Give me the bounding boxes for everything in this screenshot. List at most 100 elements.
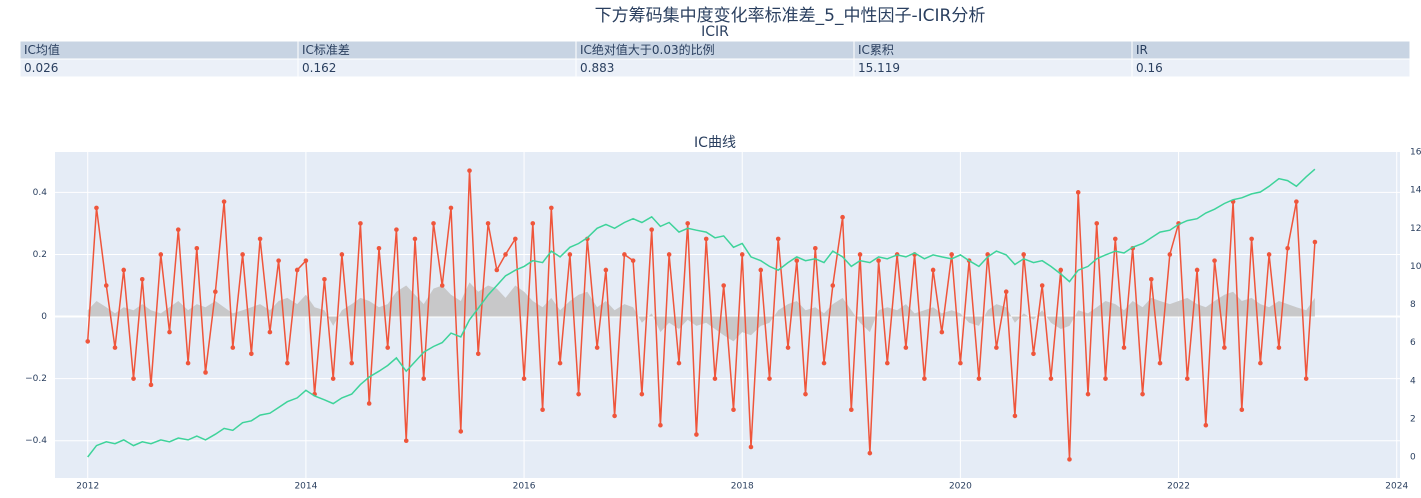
ic-marker [976, 376, 982, 381]
ic-marker [1085, 391, 1091, 397]
ic-marker [1067, 457, 1072, 462]
y2-tick-label: 10 [1410, 262, 1421, 272]
ic-marker [658, 422, 663, 428]
y2-tick-label: 14 [1410, 186, 1421, 196]
ic-marker [867, 450, 873, 456]
ic-marker [1103, 376, 1108, 381]
ic-marker [221, 199, 227, 204]
ic-marker [394, 227, 399, 232]
ic-marker [267, 329, 273, 335]
ic-marker [485, 221, 491, 226]
ic-marker [1258, 360, 1263, 366]
ic-marker [567, 252, 573, 257]
ic-marker [330, 376, 336, 381]
ic-marker [167, 329, 172, 335]
header-text: IC均值 [24, 42, 60, 57]
ic-marker [94, 205, 99, 211]
ic-marker [676, 360, 682, 366]
ic-marker [576, 391, 581, 397]
ic-marker [358, 221, 363, 226]
chart-title: IC曲线 [694, 135, 736, 151]
ic-marker [513, 236, 518, 242]
ic-marker [403, 438, 409, 444]
ic-line [86, 170, 1316, 460]
ic-marker [1303, 376, 1309, 381]
ic-marker [257, 236, 263, 242]
ic-marker [803, 391, 808, 397]
ic-marker [230, 345, 236, 350]
y-tick-label: 0.2 [33, 250, 47, 260]
ic-marker [1285, 245, 1290, 251]
ic-marker [303, 258, 309, 263]
ic-marker [366, 401, 372, 406]
ic-marker [1058, 267, 1064, 273]
ic-marker [758, 267, 764, 273]
ic-marker [630, 258, 636, 263]
ma-area [87, 282, 1315, 342]
y2-tick-label: 12 [1410, 224, 1421, 234]
ic-marker [1094, 221, 1100, 226]
cell-text: 0.883 [580, 61, 614, 75]
y-tick-label: −0.4 [25, 436, 47, 446]
cell-text: 0.162 [302, 61, 336, 75]
table-cell [297, 58, 577, 78]
y-tick-label: −0.2 [25, 374, 47, 384]
ic-marker [666, 252, 672, 257]
ic-marker [467, 168, 472, 173]
ic-marker [503, 252, 508, 257]
cell-text: 15.119 [858, 61, 900, 75]
ic-marker [639, 391, 645, 397]
ic-marker [458, 429, 464, 434]
ic-marker [521, 376, 527, 381]
ic-marker [731, 407, 736, 412]
ic-marker [240, 252, 245, 257]
header-text: IC累积 [858, 43, 894, 57]
ic-marker [249, 351, 254, 357]
table-title: ICIR [701, 24, 729, 40]
ic-marker [103, 283, 109, 288]
ic-marker [1157, 360, 1163, 366]
ic-marker [712, 376, 718, 381]
x-tick-label: 2016 [513, 482, 536, 492]
ic-marker [448, 205, 454, 211]
header-cell [19, 40, 299, 60]
ic-marker [203, 370, 208, 375]
ic-marker [1203, 422, 1209, 428]
ic-marker [694, 432, 699, 437]
ic-marker [939, 329, 945, 335]
cell-text: 0.026 [24, 61, 58, 75]
ic-marker [131, 376, 136, 381]
x-tick-label: 2022 [1167, 482, 1190, 492]
ic-marker [885, 360, 890, 366]
ic-marker [1276, 345, 1282, 350]
ic-marker [1212, 258, 1217, 263]
ic-marker [475, 351, 481, 357]
ic-marker [339, 252, 345, 257]
y2-tick-label: 8 [1410, 300, 1416, 310]
ic-marker [494, 267, 500, 273]
ic-marker [421, 376, 427, 381]
ic-marker [431, 221, 436, 226]
y2-tick-label: 4 [1410, 376, 1416, 386]
ic-marker [767, 376, 772, 381]
ic-marker [876, 258, 881, 263]
ic-marker [1239, 407, 1245, 412]
ic-marker [322, 276, 327, 282]
ic-marker [1294, 199, 1299, 204]
ic-marker [412, 236, 418, 242]
ic-marker [1021, 252, 1026, 257]
ic-marker [185, 360, 191, 366]
ic-marker [158, 252, 164, 257]
x-tick-label: 2012 [76, 482, 99, 492]
ic-marker [840, 214, 845, 220]
x-tick-label: 2014 [294, 482, 317, 492]
ic-marker [175, 227, 181, 232]
ic-marker [349, 360, 355, 366]
table-cell [575, 58, 855, 78]
ic-marker [557, 360, 563, 366]
ic-marker [685, 221, 690, 226]
header-text: IR [1136, 43, 1148, 57]
ic-marker [958, 360, 963, 366]
